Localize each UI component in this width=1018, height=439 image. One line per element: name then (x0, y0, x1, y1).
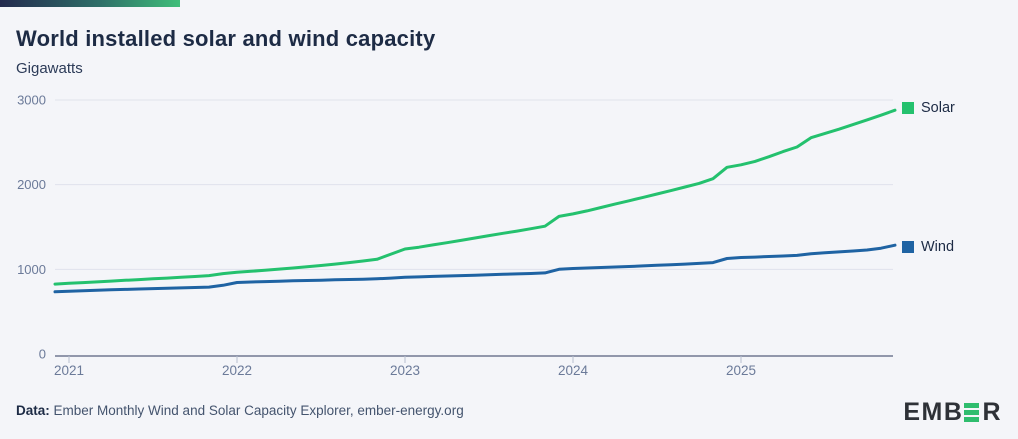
y-axis-tick-label: 1000 (17, 262, 46, 277)
data-source-text: Ember Monthly Wind and Solar Capacity Ex… (49, 403, 464, 418)
accent-bar (0, 0, 180, 7)
x-axis-tick-label: 2021 (54, 363, 84, 378)
y-axis-tick-label: 2000 (17, 177, 46, 192)
chart-unit-label: Gigawatts (16, 60, 83, 77)
wind-swatch-icon (902, 241, 914, 253)
x-axis-tick-label: 2023 (390, 363, 420, 378)
solar-swatch-icon (902, 102, 914, 114)
data-source-label: Data: (16, 403, 50, 418)
x-axis-tick-label: 2025 (726, 363, 756, 378)
solar-line (53, 108, 897, 286)
ember-logo-text-right: R (982, 398, 1002, 426)
y-axis-tick-label: 3000 (17, 93, 46, 108)
x-axis-tick-label: 2022 (222, 363, 252, 378)
legend-item-wind: Wind (902, 239, 954, 255)
legend-item-solar: Solar (902, 100, 955, 116)
x-axis-tick-label: 2024 (558, 363, 589, 378)
ember-logo-e-icon (964, 403, 980, 422)
page-title: World installed solar and wind capacity (16, 26, 436, 51)
legend-wind-label: Wind (921, 239, 955, 255)
y-axis-tick-label: 0 (39, 347, 46, 362)
wind-line (53, 243, 897, 294)
legend-solar-label: Solar (921, 100, 955, 116)
data-source-note: Data: Ember Monthly Wind and Solar Capac… (16, 403, 464, 418)
ember-logo: EMB R (903, 398, 1002, 427)
ember-logo-text-left: EMB (903, 398, 964, 426)
